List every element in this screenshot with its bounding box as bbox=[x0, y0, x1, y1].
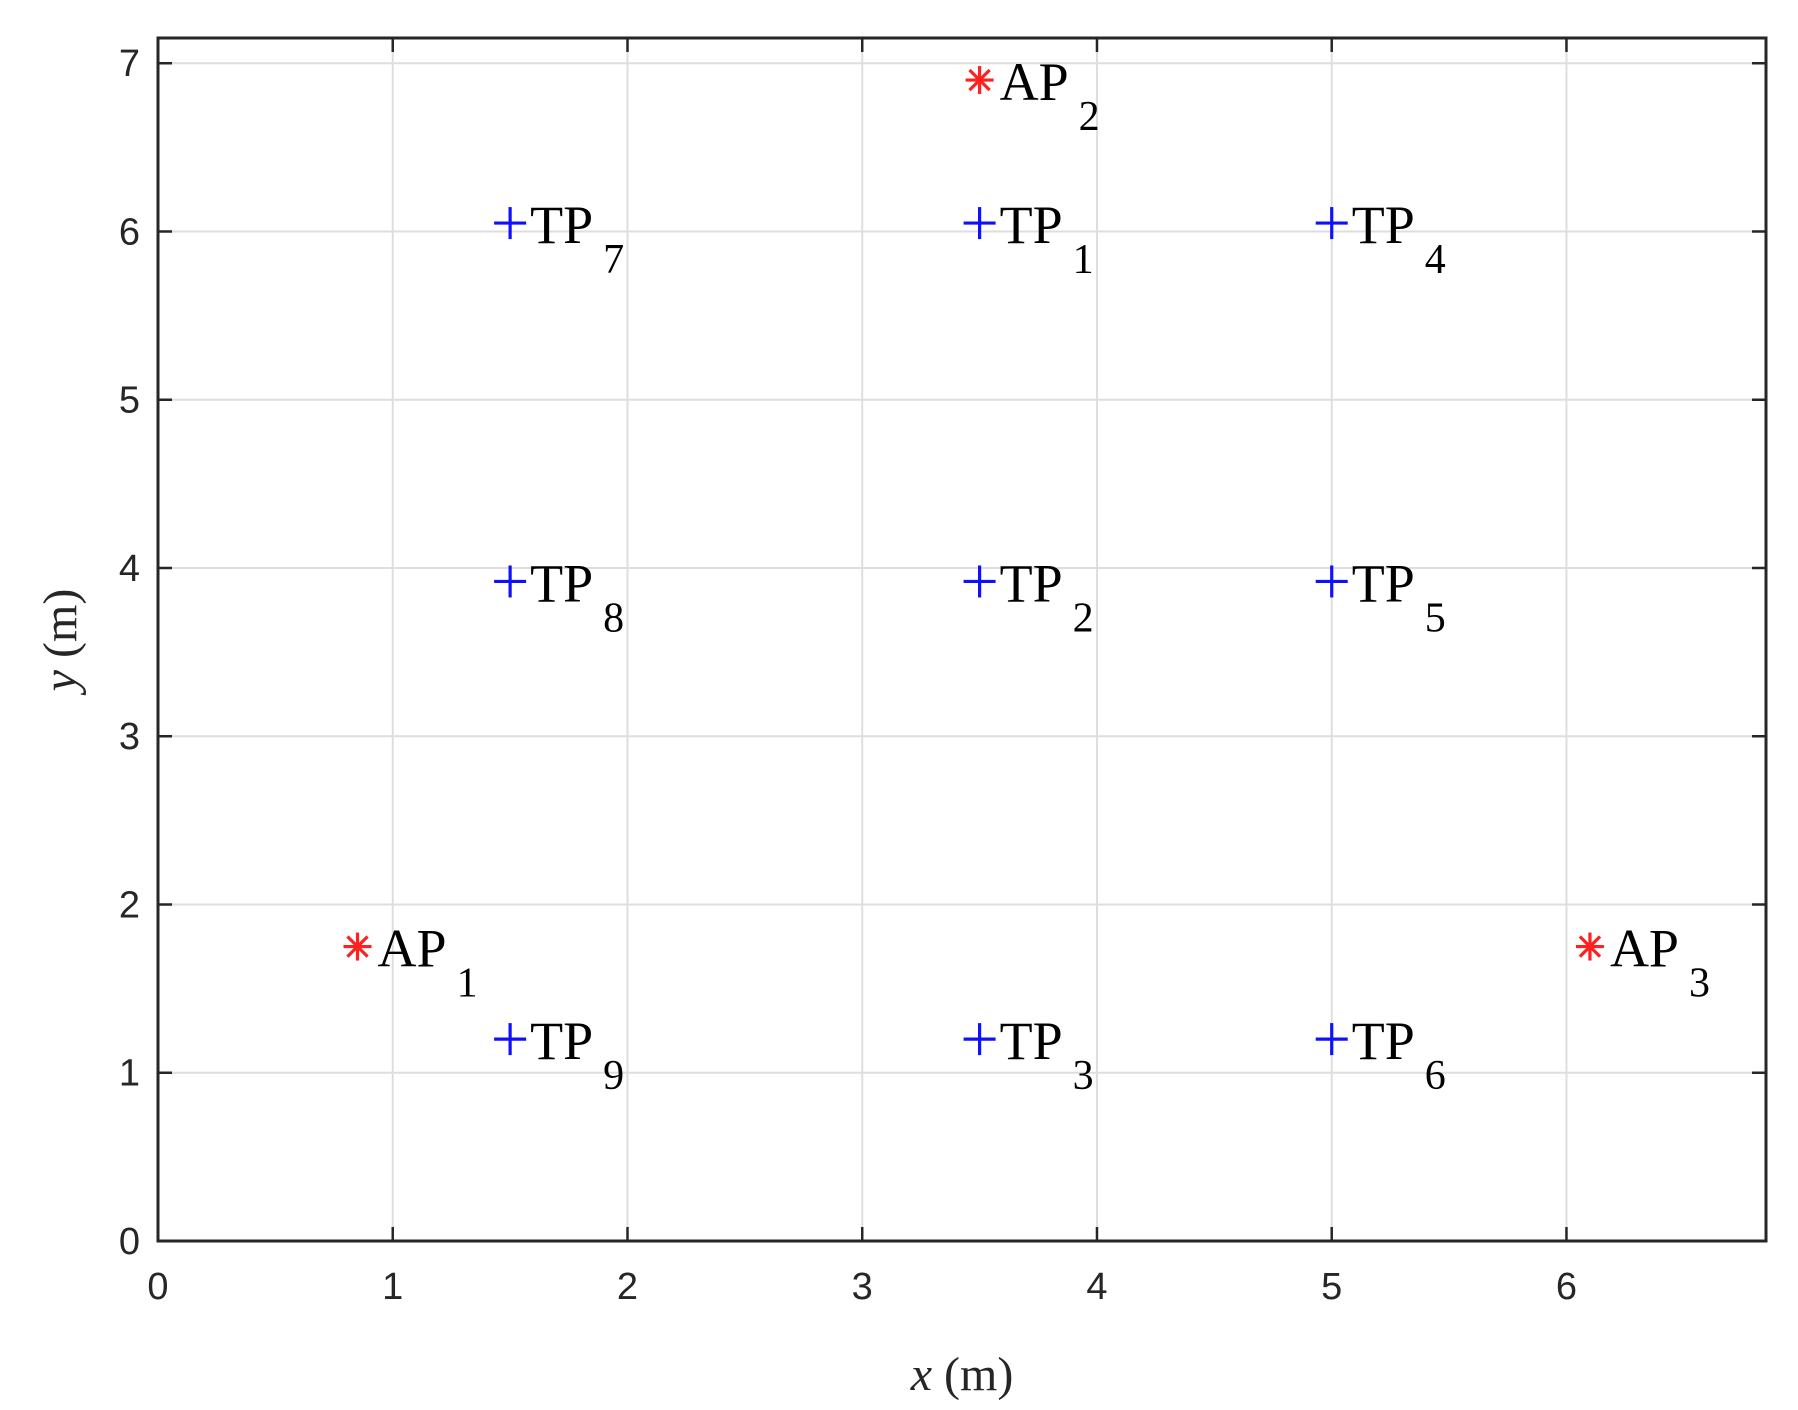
x-tick-label: 0 bbox=[147, 1266, 168, 1308]
marker-stroke bbox=[346, 935, 369, 958]
plot-frame bbox=[156, 36, 1768, 1243]
y-tick-label: 2 bbox=[119, 884, 140, 926]
point-label: TP9 bbox=[530, 1011, 624, 1099]
point-label: AP1 bbox=[378, 919, 478, 1007]
plus-marker bbox=[494, 207, 527, 240]
x-tick-label: 3 bbox=[852, 1266, 873, 1308]
point-label: AP3 bbox=[1610, 919, 1710, 1007]
plus-marker bbox=[963, 207, 996, 240]
plus-marker bbox=[494, 1023, 527, 1056]
y-tick-label: 0 bbox=[119, 1221, 140, 1263]
point-label: TP1 bbox=[1000, 195, 1094, 283]
plot-background bbox=[158, 38, 1766, 1241]
y-tick-label: 5 bbox=[119, 380, 140, 422]
x-tick-label: 4 bbox=[1086, 1266, 1107, 1308]
point-label: TP2 bbox=[1000, 553, 1094, 641]
marker-stroke bbox=[968, 68, 991, 92]
point-label: TP6 bbox=[1352, 1011, 1446, 1099]
marker-stroke bbox=[1578, 935, 1602, 958]
y-tick-label: 3 bbox=[119, 716, 140, 758]
asterisk-marker bbox=[965, 66, 994, 95]
x-axis-label: x (m) bbox=[910, 1348, 1014, 1401]
y-tick-label: 7 bbox=[119, 43, 140, 85]
point-label: TP5 bbox=[1352, 553, 1446, 641]
point-label: TP7 bbox=[530, 195, 624, 283]
point-label: AP2 bbox=[1000, 52, 1100, 140]
plus-marker bbox=[1315, 1023, 1348, 1056]
x-tick-label: 5 bbox=[1321, 1266, 1342, 1308]
plus-marker bbox=[963, 565, 996, 598]
tick-labels: 0 1 2 3 4 5 6 0 1 2 3 4 5 6 7 bbox=[119, 43, 1577, 1308]
point-label: TP4 bbox=[1352, 195, 1446, 283]
y-tick-label: 6 bbox=[119, 211, 140, 253]
point-label: TP8 bbox=[530, 553, 624, 641]
point-label: TP3 bbox=[1000, 1011, 1094, 1099]
data-points: AP1 AP2 AP3 TP1 TP2 TP3 TP4 TP5 TP6 TP7 TP8 TP9 bbox=[343, 52, 1710, 1099]
y-tick-label: 1 bbox=[119, 1053, 140, 1095]
y-axis-label: y (m) bbox=[34, 589, 87, 697]
plus-marker bbox=[494, 565, 527, 598]
x-tick-label: 6 bbox=[1556, 1266, 1577, 1308]
x-tick-label: 2 bbox=[617, 1266, 638, 1308]
asterisk-marker bbox=[1575, 932, 1604, 961]
plus-marker bbox=[1315, 565, 1348, 598]
asterisk-marker bbox=[343, 932, 372, 961]
plus-marker bbox=[1315, 207, 1348, 240]
y-tick-label: 4 bbox=[119, 548, 140, 590]
plus-marker bbox=[963, 1023, 996, 1056]
x-tick-label: 1 bbox=[382, 1266, 403, 1308]
